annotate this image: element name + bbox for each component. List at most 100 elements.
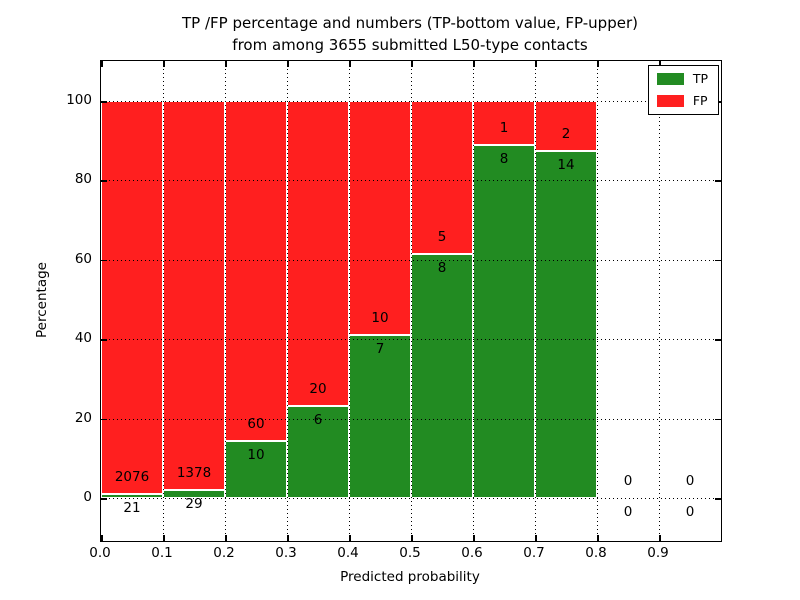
y-tick-label: 20 (74, 409, 92, 426)
chart-title: TP /FP percentage and numbers (TP-bottom… (100, 12, 720, 56)
x-tick-mark (473, 535, 475, 541)
x-tick-label: 0.1 (151, 545, 173, 561)
bar-segment-tp (473, 145, 535, 498)
fp-count-label: 2076 (114, 469, 150, 486)
y-tick-mark (101, 259, 107, 262)
bar-segment-tp (225, 441, 287, 498)
x-tick-mark (597, 535, 599, 541)
chart-title-line1: TP /FP percentage and numbers (TP-bottom… (182, 14, 638, 32)
x-tick-mark (535, 61, 537, 67)
x-tick-label: 0.4 (337, 545, 359, 561)
tp-count-label: 29 (185, 495, 203, 512)
fp-swatch-icon (656, 95, 684, 107)
x-tick-mark (349, 535, 351, 541)
fp-count-label: 2 (561, 125, 571, 142)
fp-count-label: 60 (247, 416, 265, 433)
x-tick-mark (287, 61, 289, 67)
y-tick-label: 80 (74, 171, 92, 188)
x-tick-mark (411, 535, 413, 541)
tp-count-label: 7 (375, 340, 385, 357)
y-tick-mark (101, 180, 107, 182)
bar-segment-fp (101, 101, 163, 495)
x-tick-mark (473, 61, 475, 67)
gridline-v (597, 61, 598, 541)
y-tick-mark (101, 498, 107, 500)
bar-segment-fp (473, 101, 535, 146)
gridline-v (659, 61, 660, 541)
gridline-v (163, 61, 164, 541)
bar-segment-tp (411, 253, 473, 498)
x-tick-label: 0.8 (585, 545, 607, 561)
legend: TP FP (647, 65, 719, 115)
x-tick-label: 0.5 (399, 545, 421, 561)
x-tick-mark (659, 535, 661, 541)
y-axis-label: Percentage (34, 262, 50, 338)
bar-segment-fp (287, 101, 349, 407)
y-tick-label: 60 (74, 250, 92, 267)
legend-item-fp: FP (656, 93, 708, 108)
tp-count-label: 10 (247, 447, 265, 464)
bar-segment-fp (163, 101, 225, 490)
gridline-v (535, 61, 536, 541)
plot-area: 2076 21 1378 29 60 10 20 6 10 7 5 8 1 8 2 14 0 0 0 0 TP FP (100, 60, 722, 542)
y-tick-mark (101, 339, 107, 341)
x-tick-mark (287, 535, 289, 541)
legend-label-fp: FP (692, 93, 708, 108)
x-tick-label: 0.2 (213, 545, 235, 561)
tp-count-label: 0 (685, 504, 695, 520)
x-tick-mark (225, 61, 227, 67)
x-tick-label: 0.0 (89, 545, 111, 561)
gridline-v (225, 61, 226, 541)
y-tick-mark (715, 259, 721, 262)
x-tick-mark (225, 535, 227, 541)
gridline-v (349, 61, 350, 541)
bar-segment-fp (225, 101, 287, 442)
x-tick-mark (349, 61, 351, 67)
tp-count-label: 8 (437, 259, 447, 276)
fp-count-label: 10 (371, 309, 389, 326)
y-tick-label: 0 (83, 489, 92, 505)
x-tick-label: 0.6 (461, 545, 483, 561)
x-tick-mark (659, 61, 661, 67)
fp-count-label: 20 (309, 381, 327, 398)
x-tick-mark (411, 61, 413, 67)
tp-count-label: 0 (623, 504, 633, 520)
x-tick-mark (597, 61, 599, 67)
y-tick-label: 40 (74, 330, 92, 347)
tp-count-label: 21 (123, 500, 141, 517)
x-tick-mark (163, 61, 165, 67)
tp-count-label: 6 (313, 412, 323, 429)
y-tick-mark (101, 101, 107, 103)
chart-title-line2: from among 3655 submitted L50-type conta… (232, 36, 588, 54)
x-tick-mark (101, 61, 103, 67)
y-tick-mark (715, 418, 721, 421)
y-tick-label: 100 (66, 92, 92, 108)
fp-count-label: 1378 (176, 464, 212, 481)
tp-count-label: 8 (499, 151, 509, 168)
x-tick-label: 0.3 (275, 545, 297, 561)
bar-segment-tp (535, 150, 597, 498)
fp-count-label: 1 (499, 120, 509, 137)
y-tick-mark (715, 339, 721, 341)
y-tick-mark (715, 498, 721, 500)
x-axis-label: Predicted probability (340, 569, 480, 585)
x-tick-mark (101, 535, 103, 541)
fp-count-label: 0 (685, 473, 695, 489)
x-tick-mark (535, 535, 537, 541)
bar-segment-tp (101, 494, 163, 498)
bar-segment-fp (535, 101, 597, 151)
gridline-v (411, 61, 412, 541)
tp-swatch-icon (656, 73, 684, 85)
gridline-v (473, 61, 474, 541)
y-tick-mark (715, 180, 721, 182)
legend-label-tp: TP (692, 71, 708, 86)
bar-segment-fp (349, 101, 411, 335)
gridline-v (287, 61, 288, 541)
x-tick-label: 0.7 (523, 545, 545, 561)
x-tick-label: 0.9 (647, 545, 669, 561)
bar-segment-tp (349, 334, 411, 498)
fp-count-label: 0 (623, 473, 633, 489)
y-tick-mark (101, 418, 107, 421)
tp-count-label: 14 (557, 156, 575, 173)
